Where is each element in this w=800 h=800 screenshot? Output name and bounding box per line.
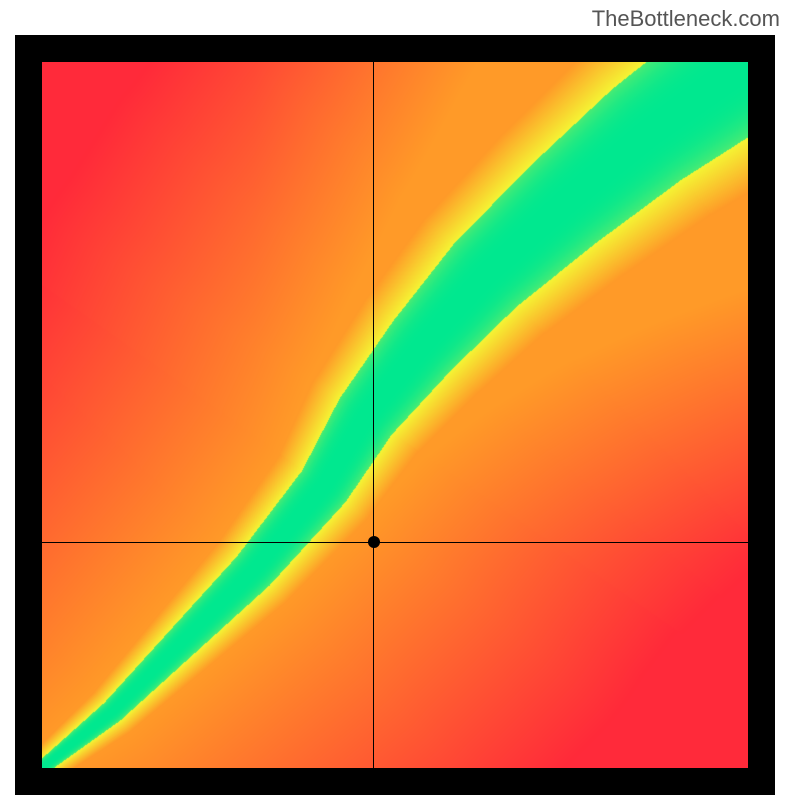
crosshair-vertical <box>373 62 374 768</box>
crosshair-horizontal <box>42 542 748 543</box>
watermark-text: TheBottleneck.com <box>592 6 780 32</box>
chart-container: TheBottleneck.com <box>0 0 800 800</box>
selection-marker[interactable] <box>368 536 380 548</box>
heatmap-canvas <box>42 62 748 768</box>
heatmap-plot <box>42 62 748 768</box>
